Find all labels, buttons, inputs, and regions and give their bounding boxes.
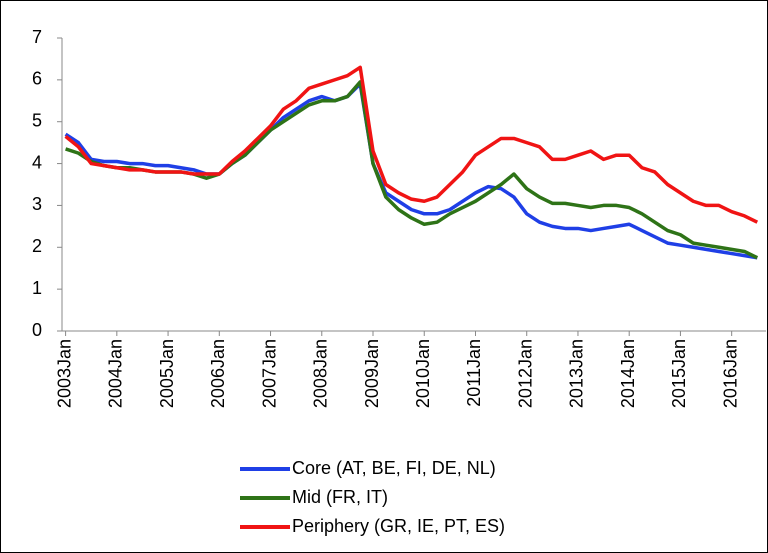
- y-tick-label: 1: [32, 278, 42, 298]
- y-tick-label: 2: [32, 236, 42, 256]
- x-tick-label: 2009Jan: [362, 339, 382, 408]
- x-tick-label: 2006Jan: [208, 339, 228, 408]
- x-tick-label: 2007Jan: [259, 339, 279, 408]
- x-tick-label: 2010Jan: [413, 339, 433, 408]
- x-tick-label: 2005Jan: [157, 339, 177, 408]
- series-line: [64, 82, 758, 260]
- x-tick-label: 2015Jan: [669, 339, 689, 408]
- y-tick-label: 5: [32, 110, 42, 130]
- y-tick-label: 7: [32, 27, 42, 47]
- y-tick-label: 4: [32, 152, 42, 172]
- y-tick-label: 6: [32, 69, 42, 89]
- x-tick-label: 2011Jan: [464, 339, 484, 407]
- legend-label: Core (AT, BE, FI, DE, NL): [292, 458, 496, 478]
- x-tick-label: 2003Jan: [54, 339, 74, 408]
- y-tick-label: 0: [32, 320, 42, 340]
- x-tick-label: 2012Jan: [515, 339, 535, 408]
- x-tick-label: 2008Jan: [311, 339, 331, 408]
- x-tick-label: 2016Jan: [720, 339, 740, 408]
- series-line: [64, 65, 759, 224]
- legend-label: Mid (FR, IT): [292, 487, 388, 507]
- x-tick-label: 2014Jan: [618, 339, 638, 408]
- y-tick-label: 3: [32, 194, 42, 214]
- legend-label: Periphery (GR, IE, PT, ES): [292, 516, 505, 536]
- x-tick-label: 2013Jan: [567, 339, 587, 408]
- x-tick-label: 2004Jan: [106, 339, 126, 408]
